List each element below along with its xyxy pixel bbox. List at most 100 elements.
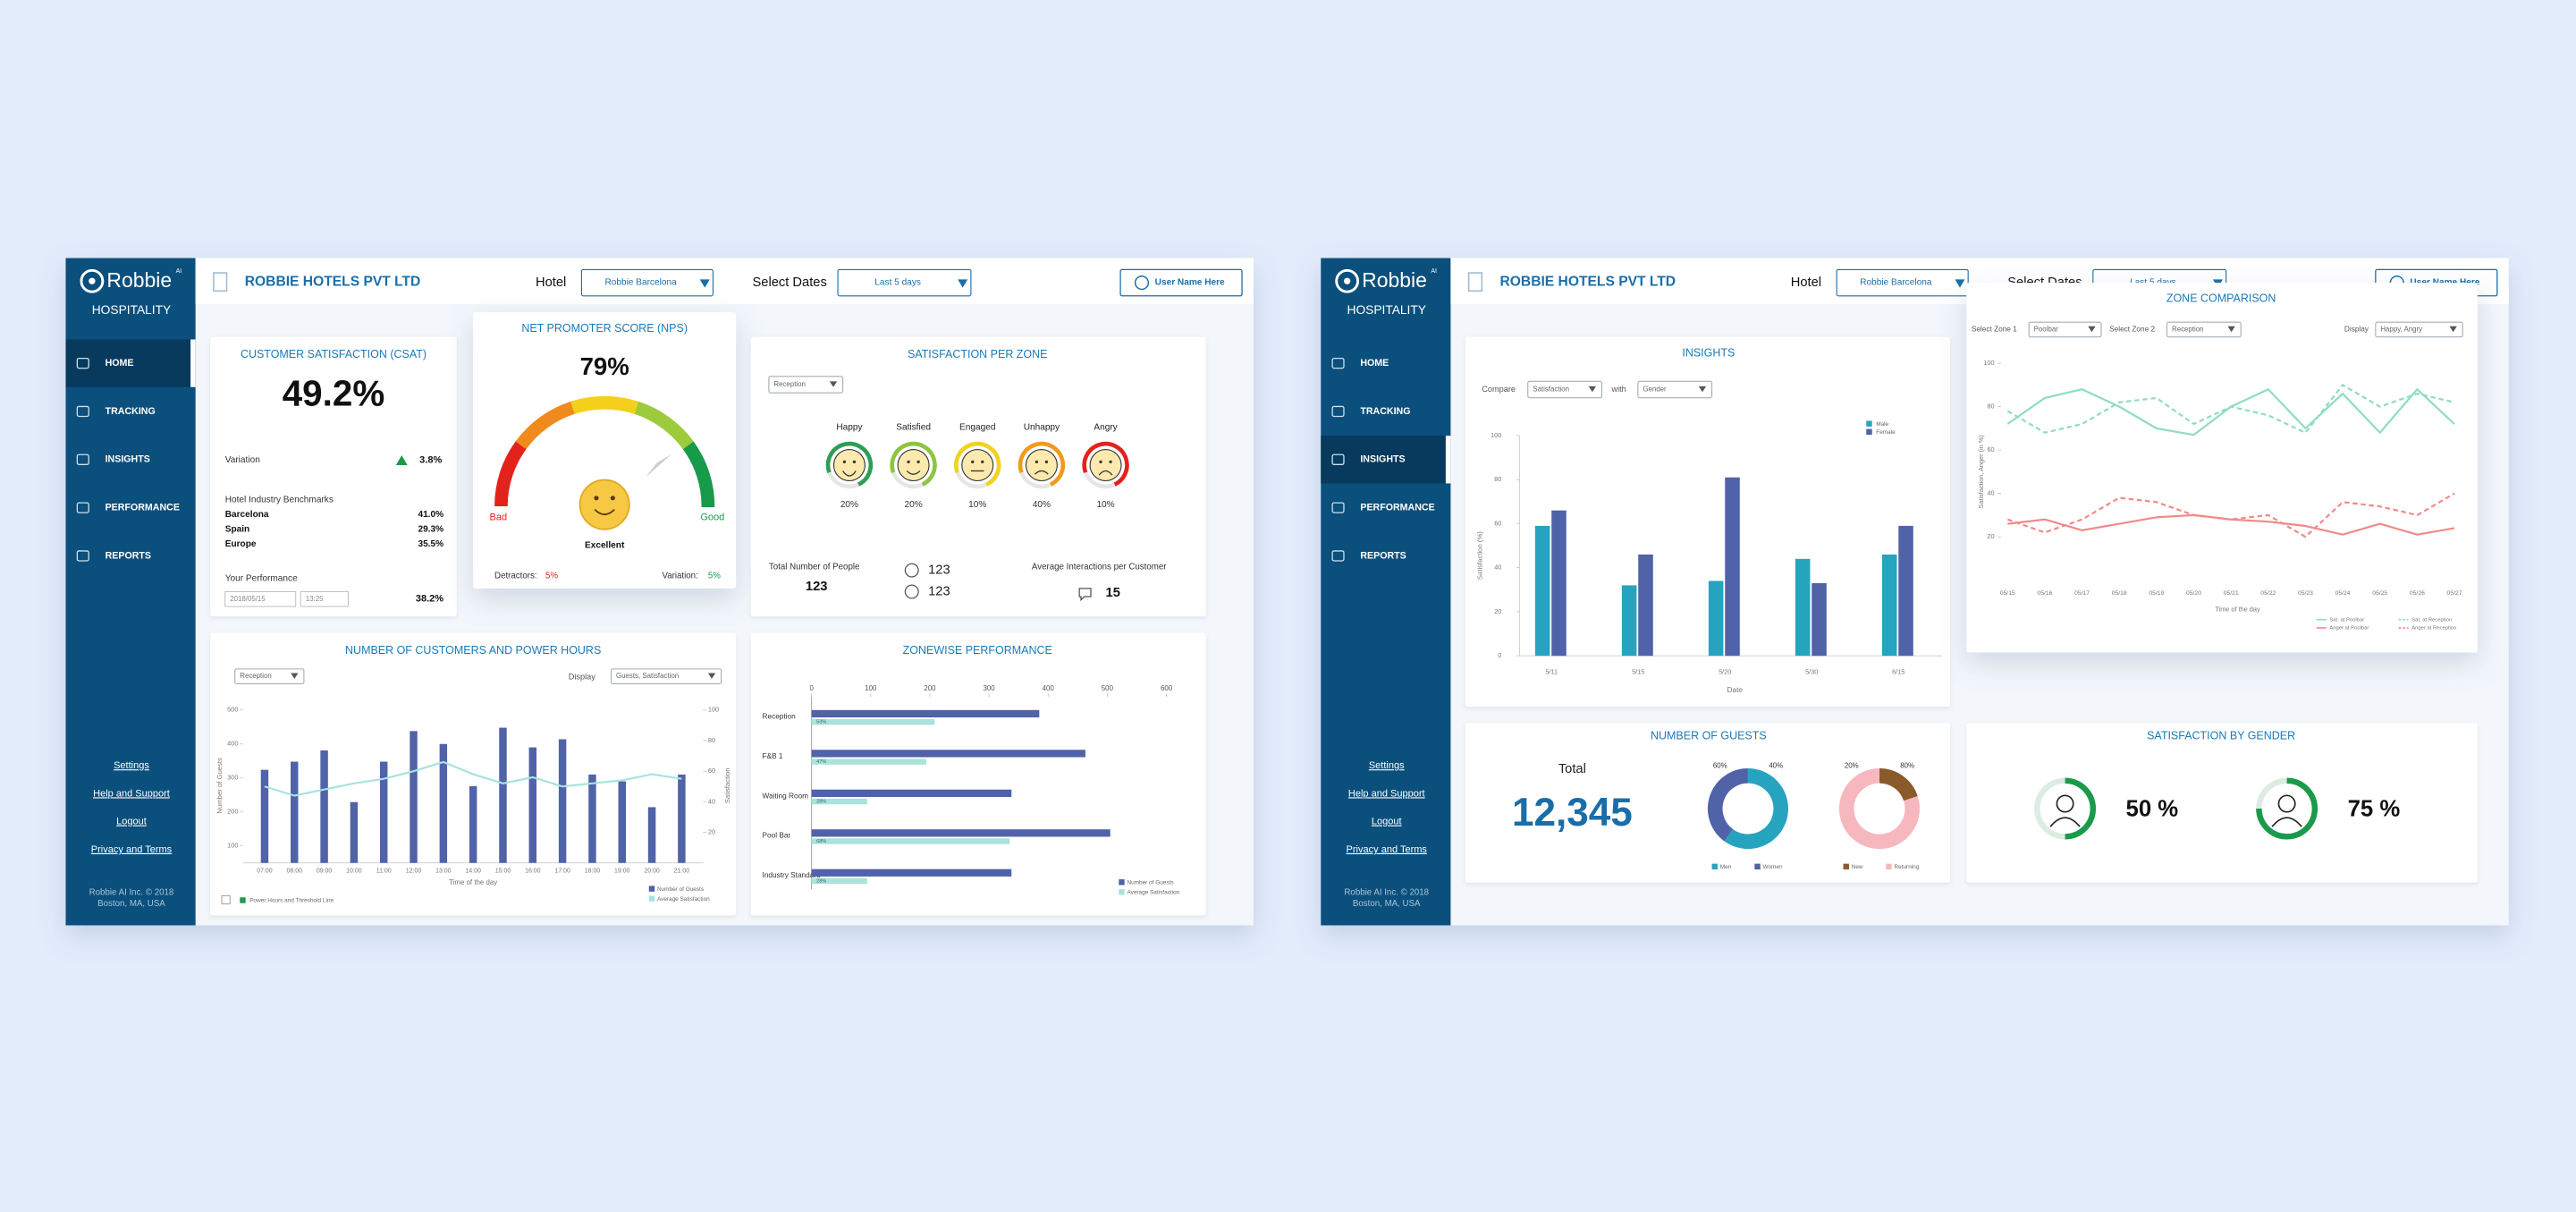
display-dropdown[interactable] <box>2375 321 2463 338</box>
guest-bar <box>811 750 1085 758</box>
sidebar-link[interactable]: Settings <box>114 760 149 771</box>
satisfaction-bar <box>811 798 867 805</box>
sidebar-link[interactable]: Privacy and Terms <box>91 844 173 855</box>
sidebar-link[interactable]: Logout <box>116 817 147 827</box>
emotion-mouth <box>842 470 857 477</box>
zone1-dropdown[interactable] <box>2028 321 2102 338</box>
hotel-dropdown[interactable] <box>580 268 714 297</box>
zone1-dropdown-arrow <box>2088 326 2096 333</box>
hotel-label: Hotel <box>536 275 566 290</box>
emotion-eye <box>907 460 910 464</box>
menu-label: PERFORMANCE <box>106 502 180 513</box>
x-tick-label: 05/24 <box>2335 590 2351 597</box>
x-axis-title: Date <box>1727 686 1744 694</box>
display-dropdown-text: Happy, Angry <box>2380 326 2422 334</box>
legend-label: Number of Guests <box>1127 879 1173 886</box>
x-tick-label: 05/15 <box>2000 590 2015 597</box>
csat-card <box>210 336 457 617</box>
x-tick-label: 05/20 <box>2186 590 2201 597</box>
x-tick-label: 05/16 <box>2037 590 2052 597</box>
emotion-eye <box>1035 460 1039 464</box>
emotion-ring <box>1018 441 1066 489</box>
legend-swatch <box>1866 428 1872 436</box>
y-tick-label: 20 <box>1987 532 1994 540</box>
bar-note: 53% <box>816 719 826 725</box>
with-dropdown[interactable] <box>1637 380 1713 399</box>
x-tick-label: 05/22 <box>2260 590 2276 597</box>
hotel-dropdown[interactable] <box>1836 268 1969 297</box>
legend-swatch <box>1711 863 1718 870</box>
customers-zone-dropdown[interactable] <box>234 668 305 684</box>
time-input[interactable] <box>300 591 349 607</box>
legend-label: Female <box>1876 429 1896 436</box>
y-tick-label: 100 <box>1983 359 1994 367</box>
sidebar-link[interactable]: Logout <box>1372 817 1402 827</box>
zone-label: F&B 1 <box>763 752 783 760</box>
y-tick-label: 80 <box>1494 475 1501 483</box>
legend-swatch <box>1754 863 1761 870</box>
sidebar-link[interactable]: Help and Support <box>1348 788 1425 799</box>
comparison-line <box>2006 492 2455 538</box>
legend-label: Men <box>1720 864 1732 870</box>
legend-swatch <box>1866 420 1872 427</box>
benchmark-name: Europe <box>225 539 257 549</box>
emotion-eye <box>842 460 847 464</box>
gauge-segment <box>570 395 640 415</box>
guest-bar <box>618 781 626 863</box>
guest-bar <box>410 731 418 863</box>
emotion-face <box>1025 449 1058 482</box>
legend-swatch <box>1119 879 1125 886</box>
date-input[interactable] <box>224 591 297 607</box>
y2-tick-label: 80 <box>708 736 715 744</box>
brand: Robbie <box>106 268 172 292</box>
donut-label: 60% <box>1713 761 1727 769</box>
legend-label: Women <box>1763 864 1783 870</box>
threshold-checkbox[interactable] <box>221 894 231 905</box>
x-tick-label: 12:00 <box>406 869 422 875</box>
x-tick-label: 05/25 <box>2372 590 2387 597</box>
insight-bar <box>1534 525 1550 657</box>
zone-comparison-card <box>1966 283 2478 653</box>
male-count: 123 <box>928 564 950 578</box>
detractors-value: 5% <box>545 572 558 581</box>
nps-rating: Excellent <box>585 541 625 551</box>
people-label: Total Number of People <box>769 563 860 572</box>
dates-dropdown-arrow <box>958 279 968 288</box>
person-body <box>2271 817 2302 827</box>
y-tick-label: 60 <box>1494 519 1501 527</box>
compare-dropdown[interactable] <box>1527 380 1602 399</box>
y-tick-label: 200 <box>227 808 238 816</box>
dates-dropdown[interactable] <box>837 268 972 297</box>
threshold-label: Power Hours and Threshold Line <box>249 898 334 904</box>
sidebar-link[interactable]: Settings <box>1369 760 1405 771</box>
emotion-eye <box>971 460 975 464</box>
compare-dropdown-arrow <box>1588 386 1597 393</box>
y2-tick-label: 100 <box>708 706 719 714</box>
legend-label: Sat. at Poolbar <box>2329 617 2364 623</box>
menu-label: INSIGHTS <box>106 454 150 465</box>
emotion-share: 40% <box>1033 500 1051 510</box>
zone2-dropdown[interactable] <box>2166 321 2242 338</box>
zone-title: SATISFACTION PER ZONE <box>908 348 1048 360</box>
performance-value: 38.2% <box>416 594 443 605</box>
guest-bar <box>811 869 1012 877</box>
y-axis-title: Satisfaction (%) <box>1476 531 1484 580</box>
x-tick-label: 16:00 <box>525 869 541 875</box>
emotion-name: Satisfied <box>896 422 931 432</box>
display-dropdown[interactable] <box>610 668 722 684</box>
gender-value: 75 % <box>2348 797 2401 822</box>
user-button[interactable] <box>1119 268 1243 297</box>
zone1-dropdown-text: Poolbar <box>2034 326 2059 334</box>
guest-bar <box>558 739 567 863</box>
zone-dropdown[interactable] <box>768 376 844 394</box>
gauge-high: Good <box>700 513 724 523</box>
emotion-mouth <box>906 470 921 475</box>
csat-title: CUSTOMER SATISFACTION (CSAT) <box>241 348 427 360</box>
sidebar-link[interactable]: Privacy and Terms <box>1347 844 1428 855</box>
sidebar-link[interactable]: Help and Support <box>93 788 170 799</box>
emotion-share: 20% <box>904 500 922 510</box>
zone2-dropdown-arrow <box>2227 326 2235 333</box>
face-eye <box>610 496 615 501</box>
insights-card <box>1465 336 1950 708</box>
display-dropdown-arrow <box>2449 326 2457 333</box>
